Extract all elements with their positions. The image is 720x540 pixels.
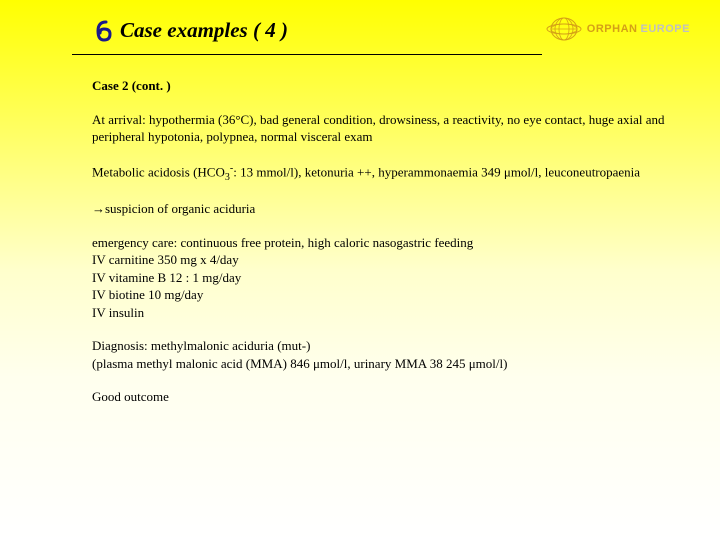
slide-title: Case examples ( 4 ) (120, 18, 288, 43)
title-underline (72, 54, 542, 55)
brand-logo: ORPHAN EUROPE (546, 14, 690, 44)
paragraph-metabolic: Metabolic acidosis (HCO3-: 13 mmol/l), k… (92, 162, 672, 184)
paragraph-outcome: Good outcome (92, 388, 672, 406)
brand-europe: EUROPE (641, 23, 690, 35)
arrow-icon: → (92, 201, 105, 216)
p4-l4: IV biotine 10 mg/day (92, 286, 672, 304)
brand-text: ORPHAN EUROPE (587, 24, 690, 35)
p4-l1: emergency care: continuous free protein,… (92, 234, 672, 252)
paragraph-emergency: emergency care: continuous free protein,… (92, 234, 672, 322)
paragraph-arrival: At arrival: hypothermia (36°C), bad gene… (92, 111, 672, 146)
p3-text: suspicion of organic aciduria (105, 201, 255, 216)
p4-l2: IV carnitine 350 mg x 4/day (92, 251, 672, 269)
p4-l5: IV insulin (92, 304, 672, 322)
slide-content: Case 2 (cont. ) At arrival: hypothermia … (0, 47, 720, 406)
p4-l3: IV vitamine B 12 : 1 mg/day (92, 269, 672, 287)
p5-l2: (plasma methyl malonic acid (MMA) 846 μm… (92, 355, 672, 373)
brand-orphan: ORPHAN (587, 23, 638, 35)
paragraph-diagnosis: Diagnosis: methylmalonic aciduria (mut-)… (92, 337, 672, 372)
case-subtitle: Case 2 (cont. ) (92, 77, 672, 95)
paragraph-suspicion: →suspicion of organic aciduria (92, 200, 672, 218)
bullet-icon (92, 20, 114, 42)
globe-icon (546, 14, 582, 44)
p2-post: : 13 mmol/l), ketonuria ++, hyperammonae… (233, 164, 640, 179)
p5-l1: Diagnosis: methylmalonic aciduria (mut-) (92, 337, 672, 355)
p2-pre: Metabolic acidosis (HCO (92, 164, 225, 179)
